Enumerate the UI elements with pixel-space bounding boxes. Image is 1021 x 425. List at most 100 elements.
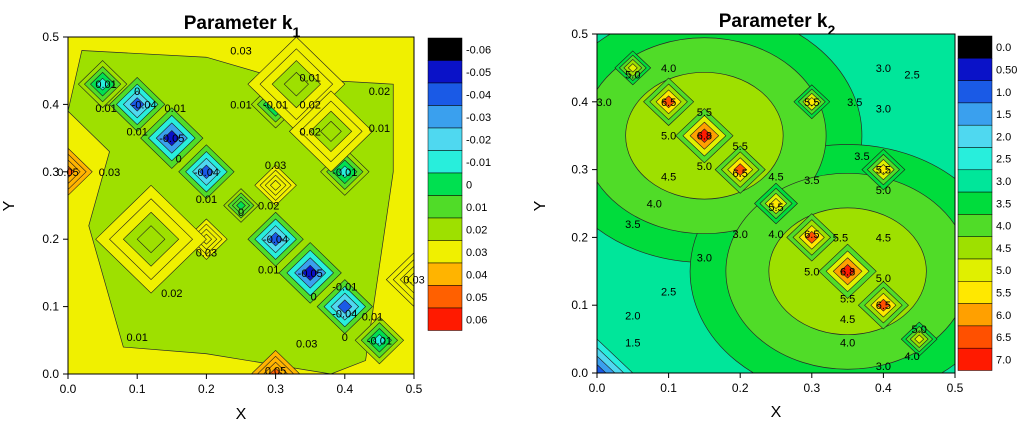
contour-label: 0.02: [369, 86, 390, 98]
colorbar-legend-k1: -0.06 -0.05 -0.04 -0.03 -0.02 -0.01 0 0.01 0.02 0…: [428, 38, 491, 331]
colorbar-swatch: [958, 148, 992, 170]
colorbar-legend-k2: 0.00.501.01.52.02.53.03.54.04.55.05.56.0…: [958, 36, 1017, 371]
contour-label: 5.5: [733, 141, 748, 153]
x-tick-label: 0.1: [660, 381, 677, 395]
colorbar-swatch: [428, 263, 462, 286]
colorbar-label: 1.0: [996, 87, 1011, 99]
contour-label: 3.0: [876, 361, 891, 373]
x-tick-label: 0.5: [947, 381, 964, 395]
colorbar-label: 0.0: [996, 42, 1011, 54]
contour-label: 5.5: [840, 293, 855, 305]
contour-label: 3.0: [876, 63, 891, 75]
contour-label: 0.03: [296, 339, 317, 351]
contour-label: 5.0: [804, 266, 819, 278]
contour-label: 0: [134, 86, 140, 98]
colorbar-swatch: [428, 196, 462, 219]
y-axis-ticks-k2: 0.0 0.1 0.2 0.3 0.4 0.5: [571, 27, 597, 380]
colorbar-swatch: [958, 58, 992, 80]
contour-label: 4.5: [876, 232, 891, 244]
x-tick-label: 0.2: [198, 382, 215, 396]
contour-label: -0.05: [159, 133, 184, 145]
contour-label: 3.0: [876, 104, 891, 116]
colorbar-label: 0.05: [466, 292, 487, 304]
colorbar-swatch: [958, 259, 992, 281]
contour-label: 0.01: [95, 103, 116, 115]
contour-label: 5.5: [697, 107, 712, 119]
colorbar-swatch: [958, 192, 992, 214]
contour-label: 5.5: [768, 202, 783, 214]
colorbar-label: 0.50: [996, 64, 1017, 76]
contour-label: 6.8: [840, 266, 855, 278]
contour-label: 0.01: [258, 265, 279, 277]
colorbar-label: 0.03: [466, 247, 487, 259]
colorbar-swatch: [428, 106, 462, 129]
colorbar-swatch: [428, 38, 462, 61]
contour-label: 3.0: [597, 97, 612, 109]
y-tick-label: 0.3: [42, 165, 59, 179]
contour-label: 0.01: [165, 103, 186, 115]
contour-label: 0.02: [299, 126, 320, 138]
x-tick-label: 0.4: [336, 382, 353, 396]
contour-label: 4.0: [647, 199, 662, 211]
x-axis-label-k1: X: [236, 406, 247, 423]
contour-label: 2.0: [625, 310, 640, 322]
colorbar-label: 0: [466, 179, 472, 191]
x-tick-label: 0.4: [875, 381, 892, 395]
contour-label: 0.01: [196, 194, 217, 206]
x-tick-label: 0.0: [60, 382, 77, 396]
contour-label: 3.5: [804, 175, 819, 187]
contour-label: 4.0: [904, 351, 919, 363]
contour-label: 5.0: [876, 185, 891, 197]
contour-label: 5.5: [876, 165, 891, 177]
contour-label: 5.0: [625, 70, 640, 82]
contour-label: -0.01: [332, 281, 357, 293]
contour-label: 0.02: [258, 201, 279, 213]
contour-label: 0.03: [265, 160, 286, 172]
x-tick-label: 0.3: [803, 381, 820, 395]
colorbar-swatch: [428, 128, 462, 151]
colorbar-label: -0.02: [466, 134, 491, 146]
contour-label: 6.5: [661, 97, 676, 109]
x-tick-label: 0.0: [589, 381, 606, 395]
colorbar-swatch: [428, 151, 462, 174]
contour-label: 5.0: [697, 161, 712, 173]
colorbar-swatch: [428, 61, 462, 84]
colorbar-label: 7.0: [996, 354, 1011, 366]
contour-label: 0.01: [95, 79, 116, 91]
contour-label: 0.01: [362, 312, 383, 324]
colorbar-swatch: [428, 286, 462, 309]
contour-label: 4.5: [768, 171, 783, 183]
contour-label: 0.01: [126, 332, 147, 344]
y-axis-label-k2: Y: [532, 200, 549, 211]
colorbar-label: 0.04: [466, 269, 487, 281]
contour-label: -0.04: [332, 308, 357, 320]
y-tick-label: 0.4: [571, 95, 588, 109]
contour-label: 0.03: [230, 45, 251, 57]
x-axis-ticks-k2: 0.0 0.1 0.2 0.3 0.4 0.5: [589, 373, 964, 395]
contour-label: 0.01: [230, 99, 251, 111]
colorbar-swatch: [428, 173, 462, 196]
contour-label: -0.05: [298, 268, 323, 280]
colorbar-label: 4.0: [996, 221, 1011, 233]
contour-label: 0.01: [126, 126, 147, 138]
contour-label: 0: [176, 153, 182, 165]
contour-label: 6.8: [697, 131, 712, 143]
colorbar-label: -0.03: [466, 112, 491, 124]
contour-label: 0: [342, 332, 348, 344]
colorbar-label: 5.0: [996, 265, 1011, 277]
contour-label: 0.03: [99, 167, 120, 179]
contour-label: 2.5: [661, 287, 676, 299]
y-tick-label: 0.5: [42, 30, 59, 44]
y-axis-label-k1: Y: [1, 200, 18, 211]
contour-label: -0.01: [263, 99, 288, 111]
colorbar-swatch: [958, 170, 992, 192]
colorbar-label: -0.01: [466, 157, 491, 169]
contour-label: 3.5: [854, 151, 869, 163]
y-tick-label: 0.1: [571, 298, 588, 312]
contour-label: 6.5: [876, 300, 891, 312]
chart-panel-k2: Parameter k2 5.04.03.0 6.55.55.0 6.85.55.0…: [532, 9, 1017, 421]
colorbar-label: 2.5: [996, 154, 1011, 166]
colorbar-label: 0.06: [466, 314, 487, 326]
contour-label: 0: [238, 207, 244, 219]
contour-label: 6.5: [804, 229, 819, 241]
